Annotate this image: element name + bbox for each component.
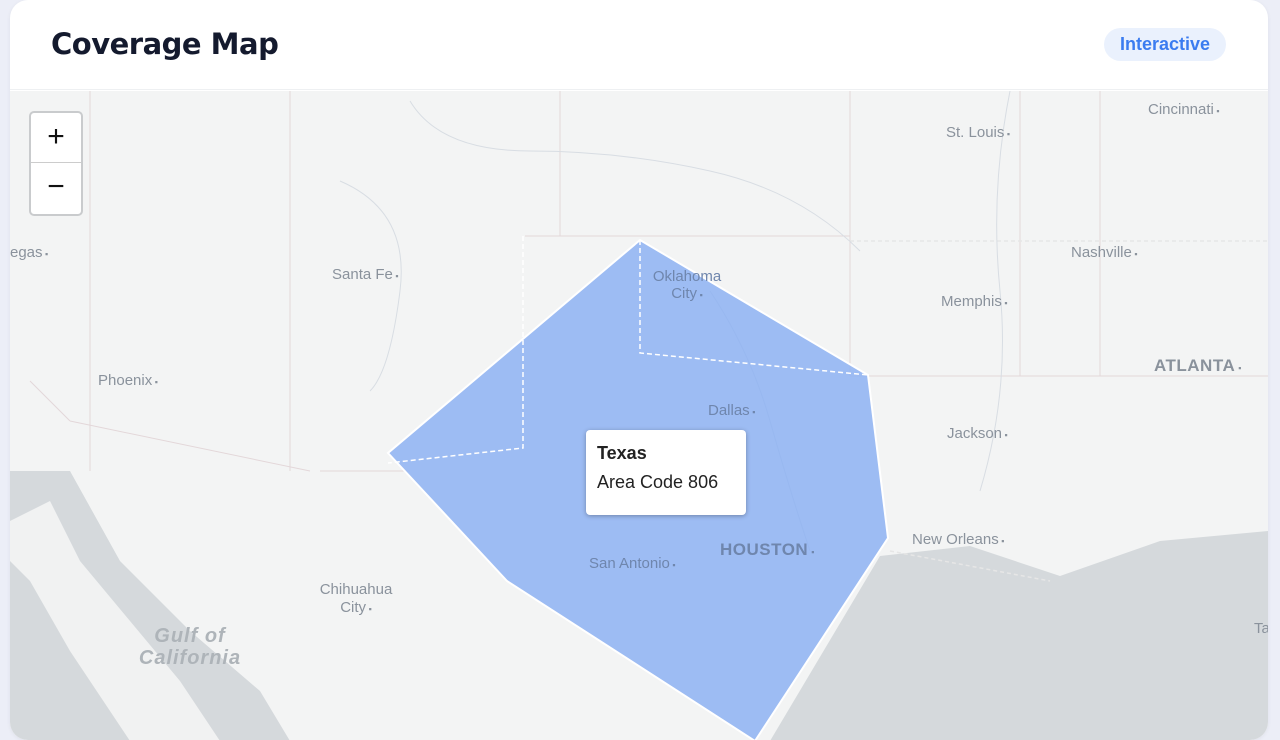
city-label: Nashville ▪	[1071, 244, 1138, 261]
zoom-in-button[interactable]: +	[31, 113, 81, 163]
region-tooltip: Texas Area Code 806	[586, 430, 746, 515]
interactive-badge: Interactive	[1103, 28, 1226, 61]
city-label: Dallas ▪	[708, 402, 756, 419]
card-title: Coverage Map	[51, 27, 279, 61]
city-label: Santa Fe ▪	[332, 266, 399, 283]
gulf-of-california-water	[10, 471, 290, 740]
zoom-control: + −	[29, 111, 83, 216]
tooltip-subtitle: Area Code 806	[597, 472, 719, 492]
zoom-out-button[interactable]: −	[47, 170, 65, 203]
city-label: Oklahoma City ▪	[652, 268, 722, 302]
city-label: Chihuahua City ▪	[319, 581, 393, 616]
city-label: Jackson ▪	[947, 425, 1008, 442]
city-label: St. Louis ▪	[946, 124, 1011, 141]
card-header: Coverage Map Interactive	[10, 0, 1268, 90]
city-label: HOUSTON ▪	[720, 540, 815, 559]
city-label: San Antonio ▪	[589, 555, 676, 572]
tooltip-title: Texas	[597, 443, 647, 463]
city-label: Cincinnati ▪	[1148, 101, 1220, 118]
city-label: Phoenix ▪	[98, 372, 158, 389]
city-label: egas ▪	[10, 244, 49, 261]
baja-peninsula	[10, 501, 220, 740]
coverage-map-card: Coverage Map Interactive Cincinnati ▪ St…	[10, 0, 1268, 740]
city-label: Memphis ▪	[941, 293, 1008, 310]
gulf-of-california-label: Gulf of California	[138, 625, 242, 669]
city-label: Ta ▪	[1254, 620, 1268, 637]
state-borders	[29, 91, 1268, 472]
gulf-of-mexico	[770, 531, 1268, 740]
city-label: New Orleans ▪	[912, 531, 1005, 548]
map-canvas[interactable]: Cincinnati ▪ St. Louis ▪ Nashville ▪ Mem…	[10, 91, 1268, 740]
city-label: ATLANTA ▪	[1154, 356, 1242, 375]
